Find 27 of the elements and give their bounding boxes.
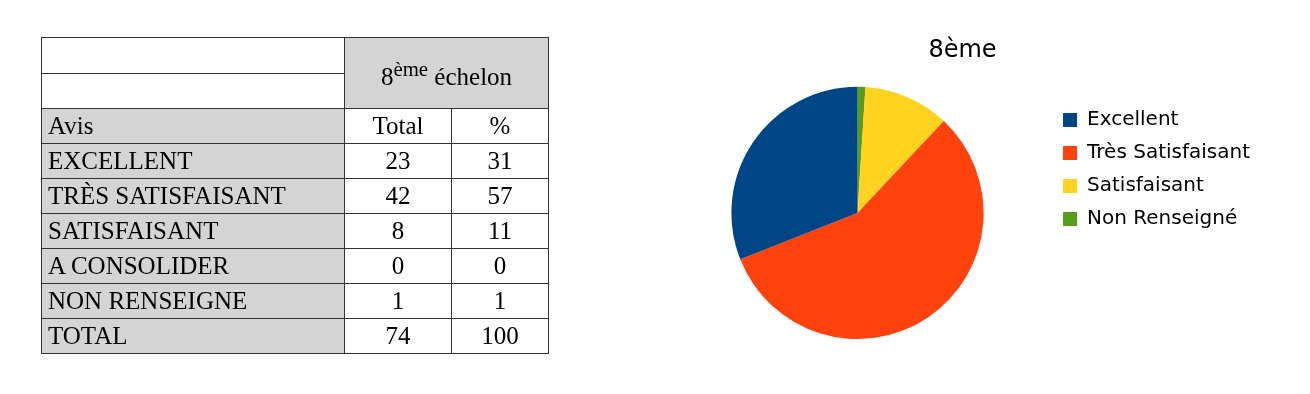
legend-label: Satisfaisant: [1087, 172, 1205, 197]
legend-label: Non Renseigné: [1087, 205, 1238, 230]
legend-label: Très Satisfaisant: [1086, 139, 1251, 164]
data-label: 31: [451, 143, 549, 179]
chart-title: 8$^{ème}$ échelon: [344, 37, 549, 109]
chart-title: 8ème: [928, 34, 997, 63]
data-label: 0: [451, 248, 549, 284]
legend-label: Excellent: [1087, 106, 1179, 131]
y-tick-label: SATISFAISANT: [41, 213, 345, 249]
data-label: 57: [451, 178, 549, 214]
data-label: 8: [344, 213, 452, 249]
data-label: 11: [451, 213, 549, 249]
y-tick-label: A CONSOLIDER: [41, 248, 345, 284]
data-label: 74: [344, 318, 452, 354]
data-label: 0: [344, 248, 452, 284]
data-label: 100: [451, 318, 549, 354]
data-label: 23: [344, 143, 452, 179]
data-label: 42: [344, 178, 452, 214]
y-tick-label: NON RENSEIGNE: [41, 283, 345, 319]
data-label: 1: [344, 283, 452, 319]
y-tick-label: TOTAL: [41, 318, 345, 354]
y-tick-label: EXCELLENT: [41, 143, 345, 179]
y-tick-label: TRÈS SATISFAISANT: [41, 178, 345, 214]
x-tick-label: Total: [344, 108, 452, 144]
data-label: 1: [451, 283, 549, 319]
x-tick-label: %: [451, 108, 549, 144]
y-axis-title: Avis: [41, 108, 345, 144]
